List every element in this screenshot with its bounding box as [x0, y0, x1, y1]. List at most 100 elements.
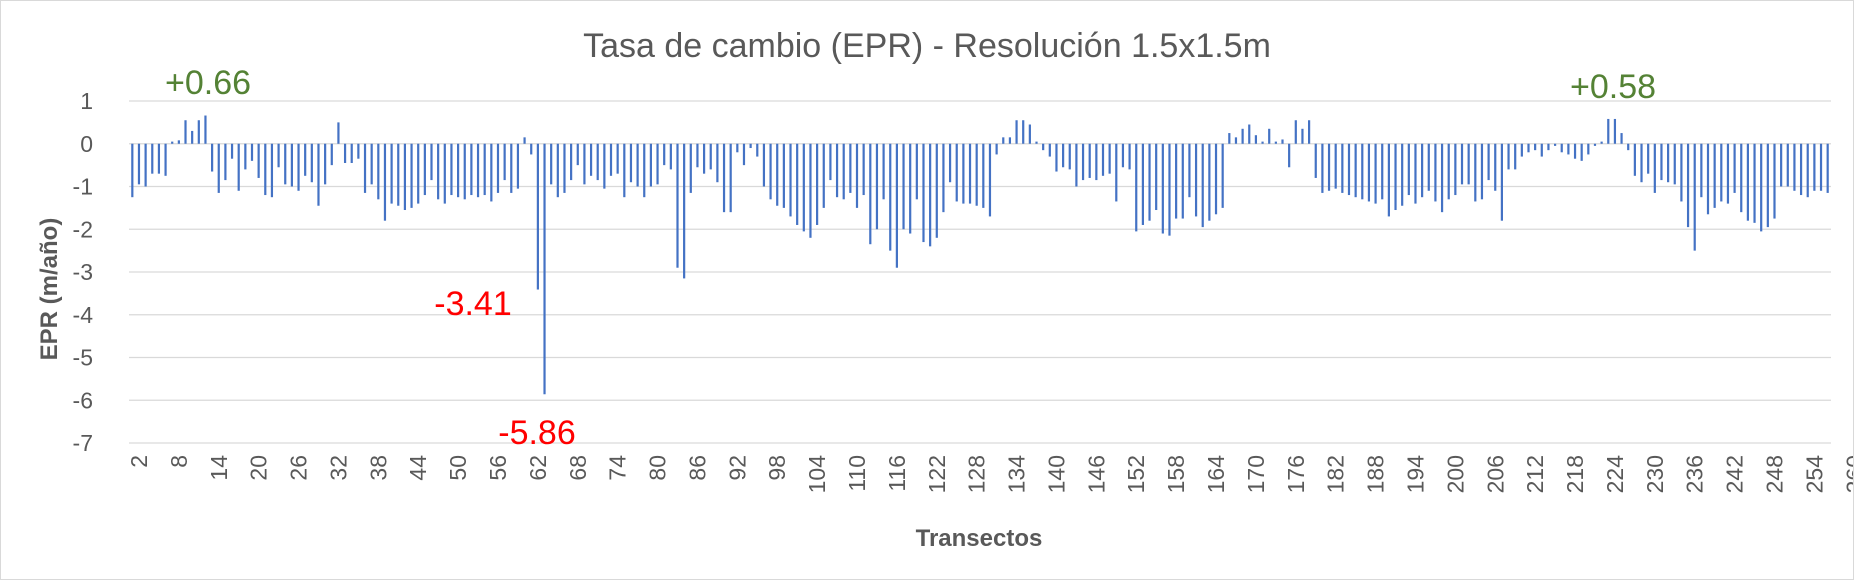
bar	[1062, 143, 1065, 168]
bar	[1600, 141, 1603, 144]
bar	[623, 143, 626, 198]
bar	[217, 143, 220, 193]
y-axis-ticks: 1 0 -1 -2 -3 -4 -5 -6 -7	[73, 88, 94, 456]
bar	[131, 143, 134, 198]
bar	[304, 143, 307, 176]
chart-title: Tasa de cambio (EPR) - Resolución 1.5x1.…	[583, 27, 1271, 65]
bar	[1440, 143, 1444, 213]
bar	[1700, 143, 1703, 198]
bar	[1321, 143, 1324, 193]
bar	[1454, 143, 1457, 196]
bar	[1028, 124, 1031, 144]
bar	[1414, 143, 1417, 204]
x-tick-label: 62	[525, 455, 551, 481]
bar	[496, 143, 500, 193]
bar	[962, 143, 965, 204]
bar	[935, 143, 938, 238]
bar	[370, 143, 373, 185]
bar	[1633, 143, 1636, 176]
bar	[676, 143, 679, 268]
y-tick-label: 1	[80, 88, 93, 114]
bar	[663, 143, 666, 166]
bar	[1693, 143, 1696, 251]
bar	[762, 143, 766, 187]
bar	[1467, 143, 1470, 185]
bar	[722, 143, 726, 213]
bar	[1786, 143, 1789, 187]
bar	[1401, 143, 1404, 206]
bar	[968, 143, 972, 204]
bar	[1048, 143, 1051, 157]
bar	[1002, 137, 1005, 144]
bar	[1201, 143, 1204, 228]
bar	[1593, 143, 1597, 146]
bar	[1766, 143, 1769, 228]
annotation-min-secondary: -3.41	[434, 285, 512, 323]
bar	[1640, 143, 1643, 183]
bar	[1553, 143, 1557, 146]
x-tick-label: 98	[764, 455, 790, 481]
bar	[1819, 143, 1823, 191]
bar	[516, 143, 520, 189]
bar	[1148, 143, 1151, 221]
bar	[423, 143, 426, 196]
y-tick-label: -1	[73, 174, 93, 200]
x-tick-label: 212	[1522, 455, 1548, 493]
bar	[1534, 143, 1537, 151]
y-axis-title: EPR (m/año)	[36, 218, 63, 361]
bar	[729, 143, 732, 213]
x-tick-label: 194	[1403, 455, 1429, 494]
bar	[1813, 143, 1816, 191]
bar	[736, 143, 739, 153]
bar	[776, 143, 779, 206]
bar	[1567, 143, 1570, 155]
x-tick-label: 206	[1482, 455, 1508, 493]
bar	[975, 143, 978, 206]
bar	[669, 143, 672, 170]
bar	[270, 143, 274, 198]
bar	[1281, 139, 1284, 144]
bar	[995, 143, 998, 155]
bar	[290, 143, 293, 187]
bar	[1095, 143, 1098, 181]
bar	[1341, 143, 1344, 193]
bar	[955, 143, 958, 202]
bar	[716, 143, 719, 183]
bar	[1208, 143, 1211, 221]
bar	[842, 143, 845, 200]
bar	[589, 143, 593, 176]
bar	[1068, 143, 1071, 170]
bar	[982, 143, 985, 208]
bars	[131, 115, 1829, 395]
bar	[583, 143, 586, 185]
y-tick-label: -2	[73, 216, 93, 242]
bar	[343, 143, 347, 163]
bar	[683, 143, 686, 279]
bar	[942, 143, 945, 213]
bar	[550, 143, 553, 185]
bar	[862, 143, 865, 196]
x-tick-label: 134	[1004, 455, 1030, 494]
bar	[1806, 143, 1809, 198]
bar	[1746, 143, 1749, 221]
bar	[1474, 143, 1477, 202]
bar	[151, 143, 154, 174]
bar	[1560, 143, 1563, 153]
bar	[536, 143, 539, 290]
bar	[1680, 143, 1683, 202]
bar	[1421, 143, 1424, 198]
bar	[1301, 128, 1304, 144]
bar	[164, 143, 167, 176]
bar	[244, 143, 247, 170]
bar	[1620, 133, 1623, 144]
bar	[816, 143, 819, 225]
bar	[510, 143, 513, 193]
bar	[796, 143, 799, 225]
bar	[782, 143, 785, 208]
bar	[417, 143, 420, 204]
bar	[1587, 143, 1590, 155]
bar	[1347, 143, 1351, 196]
bar	[1706, 143, 1710, 215]
bar	[377, 143, 380, 200]
bar	[696, 143, 699, 168]
